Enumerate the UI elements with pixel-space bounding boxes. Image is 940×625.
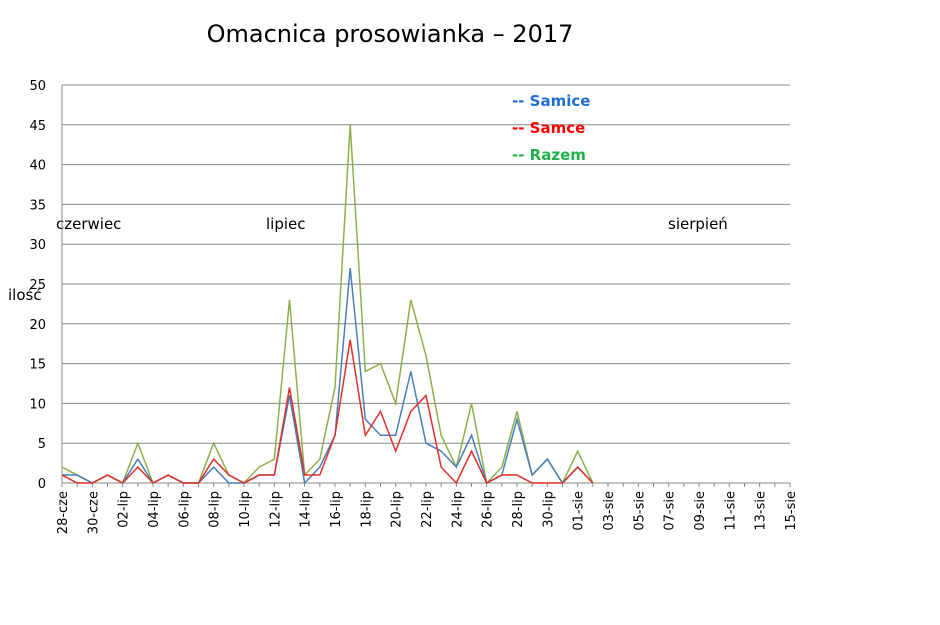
x-tick-label: 14-lip [299, 491, 314, 528]
x-tick-label: 07-sie [663, 491, 678, 531]
y-tick-label: 10 [29, 397, 46, 412]
y-axis-label: ilość [8, 286, 42, 304]
x-tick-label: 03-sie [602, 491, 617, 531]
x-tick-label: 11-sie [723, 491, 738, 531]
legend-entry: -- Samce [512, 119, 585, 137]
x-tick-label: 30-cze [86, 491, 101, 534]
y-tick-label: 35 [29, 198, 46, 213]
x-tick-label: 13-sie [754, 491, 769, 531]
x-tick-label: 09-sie [693, 491, 708, 531]
y-tick-label: 25 [29, 278, 46, 293]
x-tick-label: 05-sie [632, 491, 647, 531]
x-tick-label: 15-sie [784, 491, 799, 531]
month-label: czerwiec [56, 215, 121, 233]
y-tick-label: 50 [29, 79, 46, 94]
x-tick-label: 08-lip [208, 491, 223, 528]
x-tick-label: 16-lip [329, 491, 344, 528]
x-tick-label: 26-lip [481, 491, 496, 528]
x-tick-label: 22-lip [420, 491, 435, 528]
x-tick-label: 18-lip [359, 491, 374, 528]
month-label: sierpień [668, 215, 728, 233]
x-tick-label: 10-lip [238, 491, 253, 528]
series-line [61, 339, 594, 485]
y-tick-label: 40 [29, 159, 46, 174]
x-tick-label: 30-lip [541, 491, 556, 528]
x-tick-label: 02-lip [117, 491, 132, 528]
y-tick-label: 0 [38, 477, 46, 492]
y-tick-label: 15 [29, 358, 46, 373]
y-tick-label: 30 [29, 238, 46, 253]
y-tick-label: 20 [29, 318, 46, 333]
legend-entry: -- Razem [512, 146, 586, 164]
legend-entry: -- Samice [512, 92, 590, 110]
y-tick-label: 45 [29, 119, 46, 134]
x-tick-label: 24-lip [450, 491, 465, 528]
x-tick-label: 01-sie [572, 491, 587, 531]
chart-title: Omacnica prosowianka – 2017 [207, 20, 574, 48]
x-tick-label: 28-lip [511, 491, 526, 528]
month-label: lipiec [266, 215, 306, 233]
x-tick-label: 20-lip [390, 491, 405, 528]
x-tick-label: 06-lip [177, 491, 192, 528]
y-tick-label: 5 [38, 437, 46, 452]
x-tick-label: 28-cze [56, 491, 71, 534]
x-tick-label: 12-lip [268, 491, 283, 528]
series-line [62, 268, 594, 485]
x-tick-label: 04-lip [147, 491, 162, 528]
series-line [61, 124, 594, 485]
